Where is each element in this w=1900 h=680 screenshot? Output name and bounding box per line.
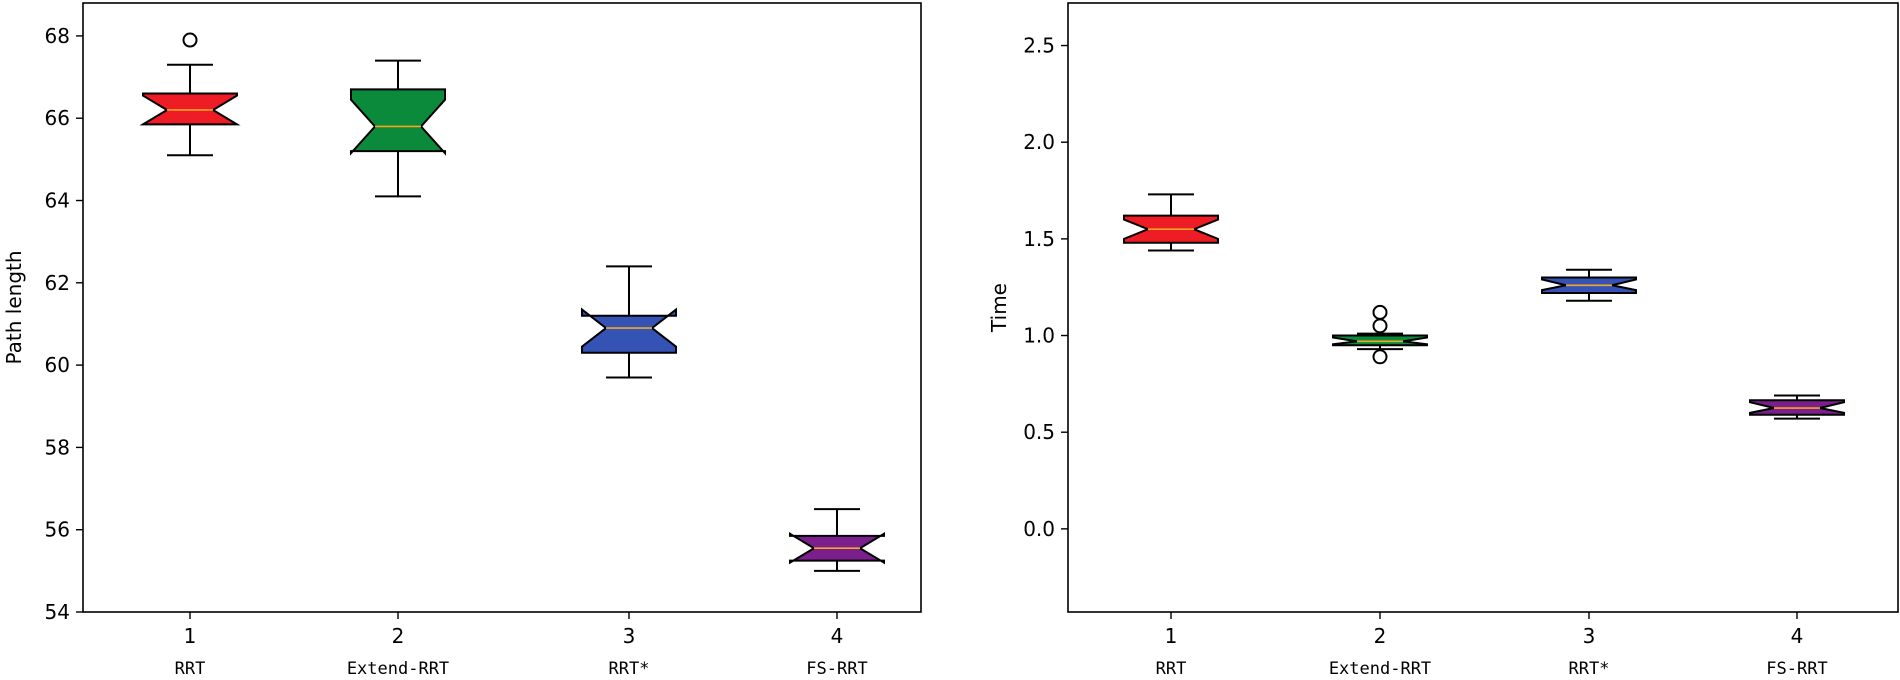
y-tick-label: 2.0 (1023, 130, 1055, 154)
x-tick-label: 4 (1791, 624, 1804, 648)
y-axis-label: Time (987, 283, 1011, 333)
y-tick-label: 54 (45, 600, 70, 624)
box-body (139, 92, 241, 126)
x-tick-label: 2 (392, 624, 405, 648)
category-label: RRT (175, 659, 206, 679)
outlier-point (1372, 304, 1388, 320)
box-body (581, 307, 677, 354)
y-tick-label: 0.5 (1023, 420, 1055, 444)
y-axis-label: Path length (2, 250, 26, 364)
plot-area (1067, 2, 1899, 613)
y-tick-label: 58 (45, 435, 70, 459)
box-extend-rrt (350, 59, 446, 198)
category-label: RRT* (1569, 659, 1610, 679)
y-tick-label: 56 (45, 518, 70, 542)
outlier-point (182, 32, 198, 48)
y-tick-label: 1.0 (1023, 324, 1055, 348)
y-tick-label: 60 (45, 353, 70, 377)
y-tick-label: 68 (45, 24, 70, 48)
outlier-point (1372, 318, 1388, 334)
plot-area (82, 2, 922, 613)
box-body (1332, 334, 1428, 347)
category-label: RRT* (609, 659, 650, 679)
x-tick-label: 3 (623, 624, 636, 648)
x-tick-label: 2 (1374, 624, 1387, 648)
chart-panel-1: 54 56 58 60 62 64 66 68 Path length 1 RRT 2 Extend-R… (2, 2, 922, 679)
chart-panel-2: 0.0 0.5 1.0 1.5 2.0 2.5 Time 1 RRT 2 Extend-RRT 3 RR… (987, 2, 1899, 679)
y-tick-label: 62 (45, 271, 70, 295)
x-tick-label: 4 (831, 624, 844, 648)
box-fs-rrt (1749, 394, 1845, 420)
box-rrt- (1541, 268, 1637, 302)
box-rrt (139, 32, 241, 157)
x-tick-label: 3 (1583, 624, 1596, 648)
y-tick-label: 0.0 (1023, 517, 1055, 541)
category-label: RRT (1156, 659, 1187, 679)
outlier-point (1372, 349, 1388, 365)
category-label: Extend-RRT (1329, 659, 1431, 679)
y-tick-label: 1.5 (1023, 227, 1055, 251)
box-rrt (1123, 193, 1219, 252)
box-fs-rrt (789, 508, 885, 572)
box-rrt- (581, 265, 677, 379)
category-label: Extend-RRT (347, 659, 449, 679)
x-tick-label: 1 (1165, 624, 1178, 648)
y-tick-label: 2.5 (1023, 34, 1055, 58)
category-label: FS-RRT (1766, 659, 1827, 679)
x-tick-label: 1 (184, 624, 197, 648)
box-extend-rrt (1332, 304, 1428, 365)
y-tick-label: 64 (45, 189, 70, 213)
box-body (350, 88, 446, 156)
category-label: FS-RRT (806, 659, 867, 679)
y-tick-label: 66 (45, 106, 70, 130)
